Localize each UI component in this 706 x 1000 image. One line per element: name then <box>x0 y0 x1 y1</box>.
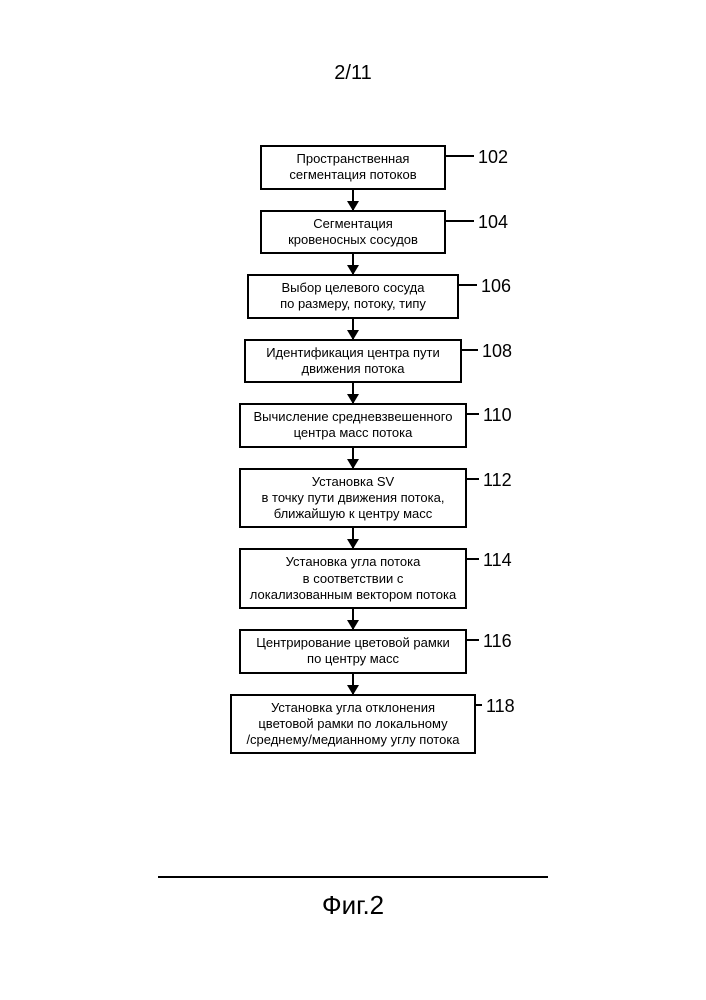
leader-line <box>446 220 474 222</box>
flow-arrow-down <box>352 528 354 548</box>
flowchart-container: Пространственнаясегментация потоков102 Се… <box>230 145 476 754</box>
node-text-line: кровеносных сосудов <box>288 232 418 248</box>
figure-caption: Фиг.2 <box>322 890 384 921</box>
flowchart-node: Центрирование цветовой рамкипо центру ма… <box>239 629 467 674</box>
leader-line <box>446 155 474 157</box>
flow-arrow-down <box>352 190 354 210</box>
node-text-line: ближайшую к центру масс <box>274 506 433 522</box>
leader-line <box>467 558 479 560</box>
node-text-line: Сегментация <box>313 216 393 232</box>
leader-line <box>467 639 479 641</box>
page-number: 2/11 <box>334 62 371 85</box>
ref-label: 110 <box>483 405 512 426</box>
flowchart-node: Пространственнаясегментация потоков <box>260 145 446 190</box>
node-text-line: Идентификация центра пути <box>266 345 440 361</box>
node-text-line: Выбор целевого сосуда <box>282 280 425 296</box>
flowchart-step-108: Идентификация центра путидвижения потока… <box>244 339 462 384</box>
flowchart-step-118: Установка угла отклоненияцветовой рамки … <box>230 694 476 755</box>
node-text-line: Установка SV <box>312 474 394 490</box>
caption-underline <box>158 876 548 878</box>
flowchart-node: Выбор целевого сосудапо размеру, потоку,… <box>247 274 459 319</box>
ref-label: 114 <box>483 550 512 571</box>
node-text-line: сегментация потоков <box>289 167 416 183</box>
flowchart-node: Сегментациякровеносных сосудов <box>260 210 446 255</box>
node-text-line: Пространственная <box>297 151 410 167</box>
flow-arrow-down <box>352 254 354 274</box>
flowchart-node: Установка SVв точку пути движения потока… <box>239 468 467 529</box>
node-text-line: в точку пути движения потока, <box>262 490 445 506</box>
leader-line <box>476 704 482 706</box>
node-text-line: по размеру, потоку, типу <box>280 296 426 312</box>
flowchart-step-106: Выбор целевого сосудапо размеру, потоку,… <box>247 274 459 319</box>
node-text-line: по центру масс <box>307 651 399 667</box>
node-text-line: Центрирование цветовой рамки <box>256 635 449 651</box>
flowchart-step-114: Установка угла потокав соответствии слок… <box>239 548 467 609</box>
node-text-line: в соответствии с <box>303 571 404 587</box>
flow-arrow-down <box>352 319 354 339</box>
ref-label: 106 <box>481 276 511 297</box>
flowchart-step-112: Установка SVв точку пути движения потока… <box>239 468 467 529</box>
node-text-line: Вычисление средневзвешенного <box>254 409 453 425</box>
leader-line <box>459 284 477 286</box>
flowchart-step-116: Центрирование цветовой рамкипо центру ма… <box>239 629 467 674</box>
flowchart-step-110: Вычисление средневзвешенногоцентра масс … <box>239 403 467 448</box>
ref-label: 116 <box>483 631 512 652</box>
flowchart-step-104: Сегментациякровеносных сосудов104 <box>260 210 446 255</box>
flowchart-node: Вычисление средневзвешенногоцентра масс … <box>239 403 467 448</box>
node-text-line: центра масс потока <box>294 425 413 441</box>
leader-line <box>462 349 478 351</box>
leader-line <box>467 478 479 480</box>
flow-arrow-down <box>352 383 354 403</box>
flowchart-node: Установка угла потокав соответствии слок… <box>239 548 467 609</box>
ref-label: 102 <box>478 147 508 168</box>
node-text-line: движения потока <box>302 361 405 377</box>
flowchart-node: Идентификация центра путидвижения потока <box>244 339 462 384</box>
node-text-line: цветовой рамки по локальному <box>258 716 447 732</box>
flow-arrow-down <box>352 674 354 694</box>
ref-label: 104 <box>478 212 508 233</box>
leader-line <box>467 413 479 415</box>
node-text-line: Установка угла потока <box>286 554 421 570</box>
node-text-line: локализованным вектором потока <box>250 587 456 603</box>
flow-arrow-down <box>352 609 354 629</box>
ref-label: 112 <box>483 470 512 491</box>
ref-label: 118 <box>486 696 515 717</box>
ref-label: 108 <box>482 341 512 362</box>
flow-arrow-down <box>352 448 354 468</box>
flowchart-node: Установка угла отклоненияцветовой рамки … <box>230 694 476 755</box>
node-text-line: Установка угла отклонения <box>271 700 435 716</box>
flowchart-step-102: Пространственнаясегментация потоков102 <box>260 145 446 190</box>
node-text-line: /среднему/медианному углу потока <box>246 732 459 748</box>
